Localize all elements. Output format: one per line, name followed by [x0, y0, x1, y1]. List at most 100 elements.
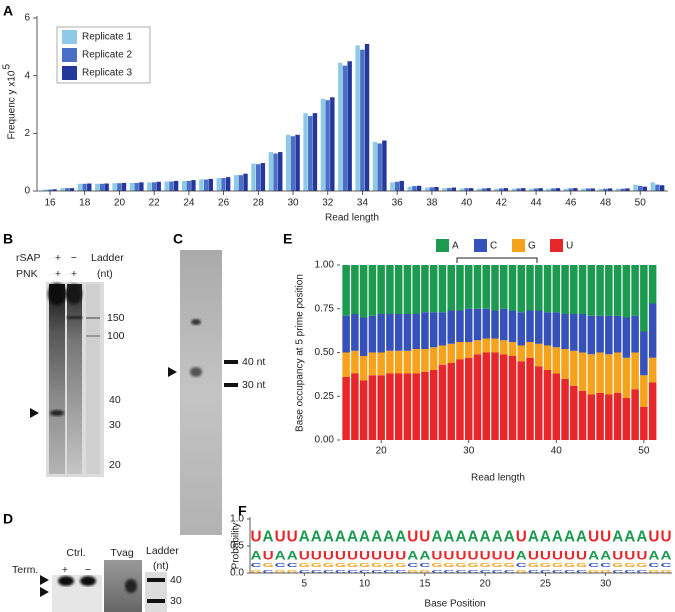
logo-letter: G: [624, 563, 635, 569]
stacked-bar-segment: [403, 314, 412, 351]
x-tick-label: 5: [301, 579, 307, 590]
logo-letter: A: [612, 527, 624, 545]
logo-letter: C: [347, 569, 359, 574]
logo-letter: U: [347, 550, 358, 563]
bar: [208, 178, 214, 191]
stacked-bar-segment: [491, 352, 499, 440]
panel-letter: A: [3, 3, 13, 19]
stacked-bar-segment: [640, 406, 648, 440]
stacked-bar-segment: [456, 342, 464, 360]
panel-letter: F: [238, 503, 247, 519]
bar: [642, 186, 647, 191]
stacked-bar-segment: [429, 265, 438, 313]
logo-letter: G: [636, 563, 647, 569]
logo-letter: U: [564, 550, 575, 563]
logo-letter: U: [624, 550, 635, 563]
stacked-bar-segment: [482, 308, 491, 339]
y-tick-label: 0.0: [230, 568, 244, 579]
ladder-label: Ladder: [146, 545, 179, 557]
logo-letter: U: [636, 550, 647, 563]
x-tick-label: 25: [540, 579, 552, 590]
logo-letter: C: [612, 569, 624, 574]
logo-letter: U: [419, 527, 430, 545]
stacked-bar-segment: [464, 357, 473, 440]
gel-band: [191, 319, 201, 325]
bar: [139, 182, 144, 191]
logo-letter: U: [359, 550, 370, 563]
row-label: rSAP: [16, 252, 41, 264]
gel-band: [147, 599, 165, 603]
panel-1: E 0.00 0.25 0.50 0.75 1.00 20 30 40 50 Read length…: [283, 231, 657, 484]
logo-letter: U: [540, 550, 551, 563]
gel-band: [125, 579, 137, 593]
bar: [533, 188, 539, 191]
gel-c: C 40 nt 30 nt: [168, 231, 265, 535]
x-tick-label: 36: [392, 198, 404, 209]
logo-letter: C: [287, 563, 299, 569]
marker-bar: [224, 383, 238, 387]
stacked-bar-segment: [561, 265, 569, 314]
stacked-bar-segment: [499, 265, 508, 309]
stacked-bar-segment: [508, 265, 517, 311]
stacked-bar-segment: [473, 265, 482, 309]
logo-letter: U: [492, 550, 503, 563]
gel-b: B rSAP PNK + + − + Ladder (nt) 150 100 4…: [3, 231, 125, 477]
legend-bracket: [456, 257, 538, 263]
bar: [620, 188, 625, 191]
logo-letter: A: [600, 550, 611, 563]
stacked-bar-segment: [447, 343, 455, 363]
bar: [203, 179, 209, 191]
bar: [181, 180, 187, 191]
stacked-bar-segment: [368, 265, 377, 316]
lane-sign: +: [55, 252, 61, 264]
gel-lane: [67, 284, 82, 474]
x-tick-label: 30: [600, 579, 612, 590]
stacked-bar-segment: [421, 265, 429, 313]
stacked-bar-segment: [508, 342, 517, 356]
logo-letter: A: [263, 527, 275, 545]
x-tick-label: 40: [461, 198, 473, 209]
logo-letter: C: [468, 569, 480, 574]
logo-letter: A: [395, 527, 407, 545]
bar: [446, 188, 452, 191]
stacked-bar-segment: [570, 314, 578, 351]
stacked-bar-segment: [421, 349, 429, 372]
bar: [121, 182, 127, 191]
legend-swatch: [62, 30, 77, 44]
gel-band: [66, 284, 82, 304]
x-tick-label: 48: [600, 198, 612, 209]
logo-letter: A: [299, 527, 311, 545]
stacked-bar-segment: [561, 349, 569, 379]
y-tick-label: 6: [24, 13, 30, 24]
logo-letter: U: [323, 550, 334, 563]
bar: [199, 179, 204, 191]
stacked-bar-segment: [386, 373, 394, 440]
logo-letter: G: [552, 563, 563, 569]
stacked-bar-segment: [640, 375, 648, 407]
bar: [255, 164, 261, 191]
bar: [285, 134, 291, 191]
stacked-bar-segment: [359, 317, 368, 356]
bar: [429, 187, 434, 191]
logo-letter: C: [492, 569, 504, 574]
x-tick-label: 20: [114, 198, 126, 209]
logo-letter: U: [552, 550, 563, 563]
bar: [95, 183, 100, 191]
stacked-bar-segment: [368, 375, 377, 440]
stacked-bar-segment: [578, 314, 587, 353]
ladder-label: Ladder: [91, 252, 124, 264]
logo-letter: C: [275, 563, 287, 569]
logo-letter: U: [504, 550, 515, 563]
stacked-bar-segment: [421, 312, 429, 349]
bar: [251, 163, 256, 191]
stacked-bar-segment: [613, 265, 622, 316]
logo-letter: A: [251, 550, 262, 563]
logo-letter: A: [323, 527, 335, 545]
bar: [87, 183, 92, 191]
logo-letter: A: [636, 527, 648, 545]
stacked-bar-segment: [447, 363, 455, 440]
logo-letter: C: [528, 569, 540, 574]
stacked-bar-segment: [377, 265, 385, 314]
stacked-bar-segment: [394, 314, 403, 351]
gel-band: [58, 576, 74, 586]
